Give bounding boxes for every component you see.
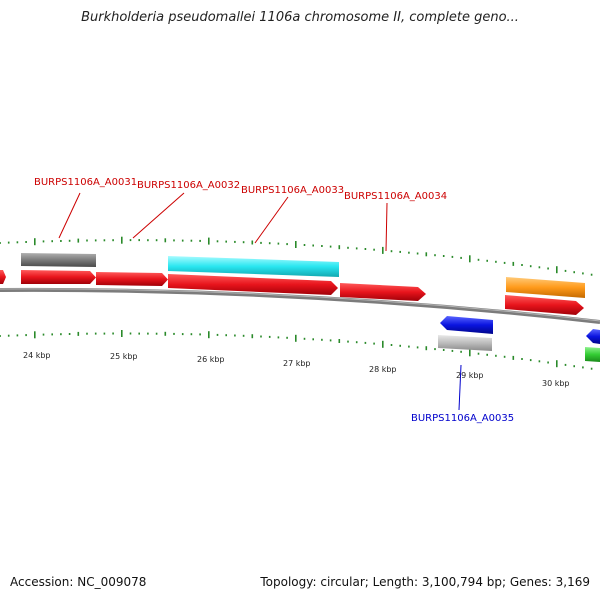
gene-label-a0031[interactable]: BURPS1106A_A0031	[34, 177, 137, 188]
gene-right-blue-arrow[interactable]	[586, 329, 600, 344]
gene-orange-box[interactable]	[506, 277, 585, 298]
gene-right-green-box[interactable]	[585, 347, 600, 362]
gene-a0031-arrow[interactable]	[21, 270, 96, 284]
map-title: Burkholderia pseudomallei 1106a chromoso…	[81, 10, 519, 25]
gene-right-red-arrow[interactable]	[505, 295, 584, 315]
scale-label-26kbp: 26 kbp	[197, 355, 225, 364]
scale-label-25kbp: 25 kbp	[110, 352, 138, 361]
gene-a0033-arrow[interactable]	[168, 274, 338, 295]
gene-label-a0032[interactable]: BURPS1106A_A0032	[137, 180, 240, 191]
gene-a0034-arrow[interactable]	[340, 283, 426, 301]
gene-label-a0035[interactable]: BURPS1106A_A0035	[411, 413, 514, 424]
accession-text: Accession: NC_009078	[10, 575, 147, 589]
scale-label-30kbp: 30 kbp	[542, 379, 570, 388]
gene-a0032-arrow[interactable]	[96, 272, 168, 286]
scale-label-27kbp: 27 kbp	[283, 359, 311, 368]
gene-left-edge-arrow[interactable]	[0, 270, 6, 284]
gene-a0033-cyan-box[interactable]	[168, 256, 339, 277]
scale-label-24kbp: 24 kbp	[23, 351, 51, 360]
gene-label-a0033[interactable]: BURPS1106A_A0033	[241, 185, 344, 196]
scale-label-28kbp: 28 kbp	[369, 365, 397, 374]
gene-a0035-blue-arrow[interactable]	[440, 316, 493, 334]
gene-label-leaders	[58, 192, 462, 411]
gene-labels: BURPS1106A_A0031 BURPS1106A_A0032 BURPS1…	[34, 177, 514, 424]
gene-a0031-gray-box[interactable]	[21, 253, 96, 267]
scale-labels: 24 kbp 25 kbp 26 kbp 27 kbp 28 kbp 29 kb…	[23, 351, 570, 388]
inner-tick-row	[0, 330, 593, 370]
gene-a0035-lightgray-box[interactable]	[438, 335, 492, 351]
gene-label-a0034[interactable]: BURPS1106A_A0034	[344, 191, 447, 202]
topology-text: Topology: circular; Length: 3,100,794 bp…	[260, 575, 590, 589]
scale-label-29kbp: 29 kbp	[456, 371, 484, 380]
gene-features	[0, 253, 600, 362]
outer-tick-row	[0, 236, 593, 276]
chromosome-backbone	[0, 287, 600, 324]
